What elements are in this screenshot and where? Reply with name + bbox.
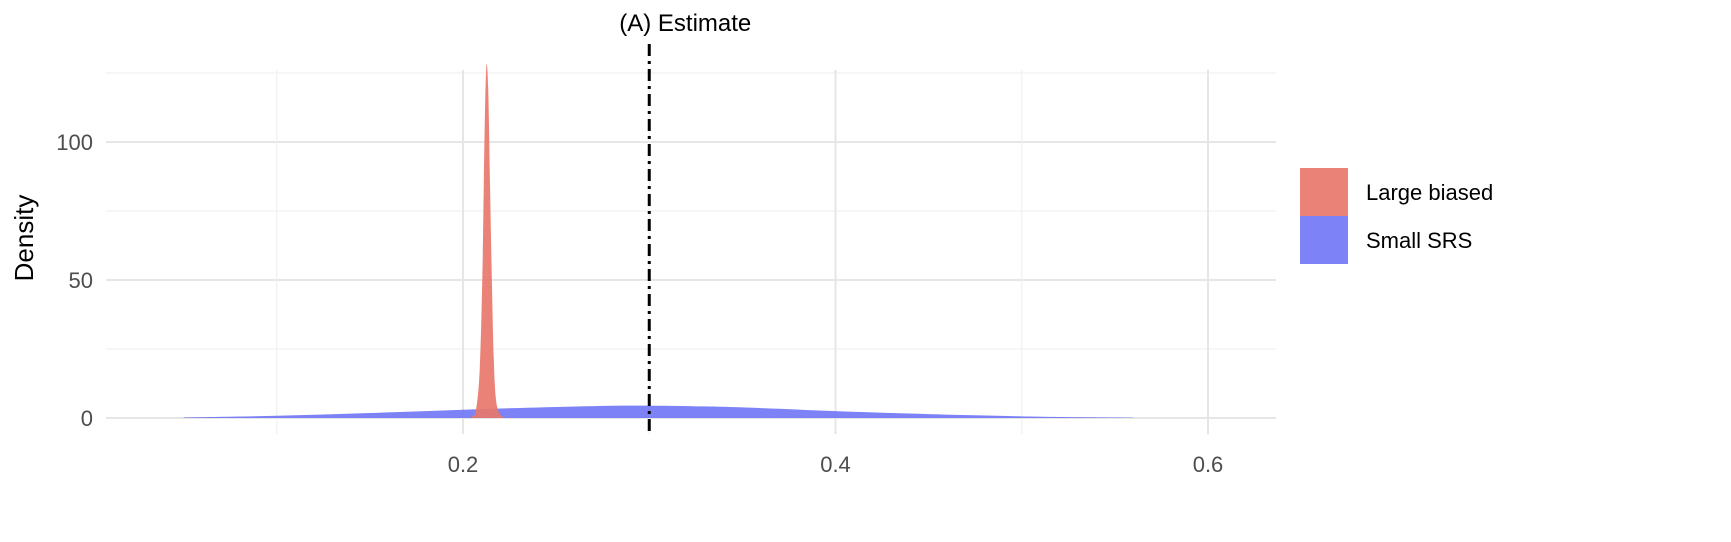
density-area-large-biased (468, 63, 506, 418)
x-tick-label: 0.4 (820, 452, 851, 477)
density-areas (183, 63, 1134, 418)
y-tick-label: 50 (69, 268, 93, 293)
x-tick-label: 0.6 (1193, 452, 1224, 477)
legend-label-large-biased: Large biased (1366, 180, 1493, 205)
legend-swatch-large-biased (1300, 168, 1348, 216)
y-axis-title: Density (9, 195, 39, 282)
y-axis-ticks: 0 50 100 (56, 130, 93, 431)
reference-annotation: (A) Estimate (619, 10, 751, 37)
y-tick-label: 0 (81, 406, 93, 431)
density-area-small-srs (183, 405, 1134, 418)
x-tick-label: 0.2 (448, 452, 479, 477)
legend: Large biased Small SRS (1300, 168, 1493, 264)
x-axis-ticks: 0.2 0.4 0.6 (448, 452, 1224, 477)
y-tick-label: 100 (56, 130, 93, 155)
legend-swatch-small-srs (1300, 216, 1348, 264)
grid-lines (106, 70, 1276, 434)
legend-label-small-srs: Small SRS (1366, 228, 1472, 253)
